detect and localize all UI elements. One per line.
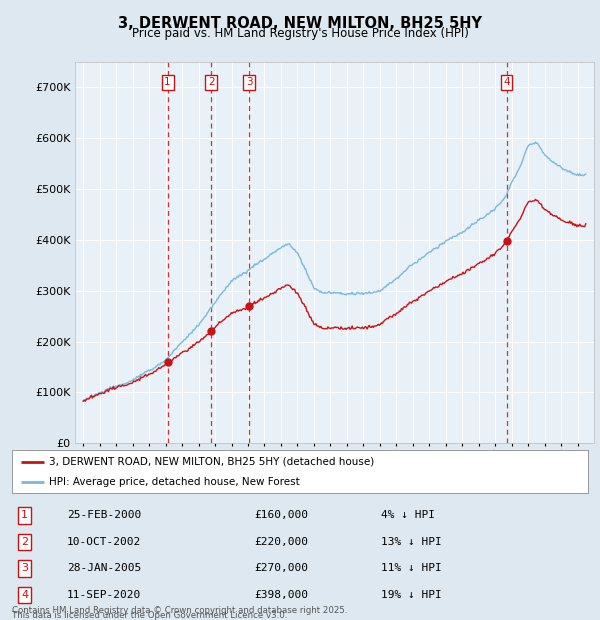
Text: 11% ↓ HPI: 11% ↓ HPI (380, 564, 442, 574)
Text: £220,000: £220,000 (254, 537, 308, 547)
Text: 25-FEB-2000: 25-FEB-2000 (67, 510, 141, 520)
Text: 3, DERWENT ROAD, NEW MILTON, BH25 5HY (detached house): 3, DERWENT ROAD, NEW MILTON, BH25 5HY (d… (49, 457, 374, 467)
Text: 4: 4 (503, 78, 510, 87)
Text: 1: 1 (164, 78, 171, 87)
Text: 3, DERWENT ROAD, NEW MILTON, BH25 5HY: 3, DERWENT ROAD, NEW MILTON, BH25 5HY (118, 16, 482, 30)
Text: 10-OCT-2002: 10-OCT-2002 (67, 537, 141, 547)
Text: 13% ↓ HPI: 13% ↓ HPI (380, 537, 442, 547)
Text: £270,000: £270,000 (254, 564, 308, 574)
Text: 11-SEP-2020: 11-SEP-2020 (67, 590, 141, 600)
Text: Contains HM Land Registry data © Crown copyright and database right 2025.: Contains HM Land Registry data © Crown c… (12, 606, 347, 615)
Text: 4: 4 (21, 590, 28, 600)
Text: 1: 1 (21, 510, 28, 520)
Text: £398,000: £398,000 (254, 590, 308, 600)
Text: 2: 2 (208, 78, 215, 87)
Text: 28-JAN-2005: 28-JAN-2005 (67, 564, 141, 574)
Text: 3: 3 (246, 78, 253, 87)
Text: 3: 3 (21, 564, 28, 574)
Text: HPI: Average price, detached house, New Forest: HPI: Average price, detached house, New … (49, 477, 300, 487)
Text: This data is licensed under the Open Government Licence v3.0.: This data is licensed under the Open Gov… (12, 611, 287, 620)
Text: 19% ↓ HPI: 19% ↓ HPI (380, 590, 442, 600)
Text: £160,000: £160,000 (254, 510, 308, 520)
Text: 4% ↓ HPI: 4% ↓ HPI (380, 510, 434, 520)
Text: Price paid vs. HM Land Registry's House Price Index (HPI): Price paid vs. HM Land Registry's House … (131, 27, 469, 40)
Text: 2: 2 (21, 537, 28, 547)
